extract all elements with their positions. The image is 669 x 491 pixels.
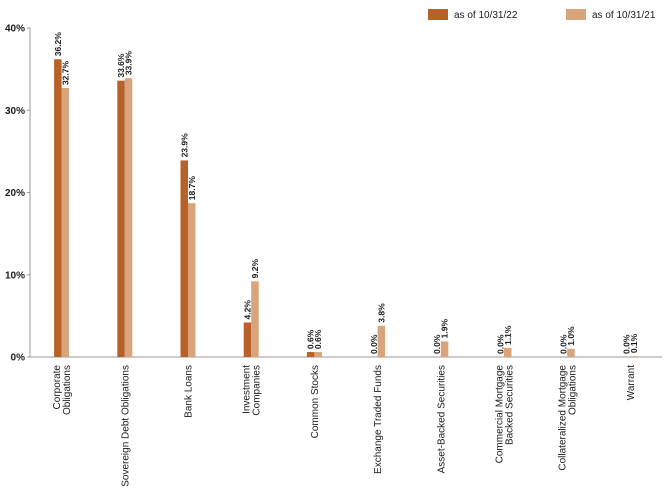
bar-series-1 (117, 80, 125, 357)
bar-series-2 (630, 356, 638, 357)
data-label: 4.2% (242, 300, 252, 320)
bar-series-2 (188, 203, 196, 357)
bar-series-2 (61, 88, 70, 357)
data-label: 0.0% (558, 334, 568, 354)
data-label: 36.2% (53, 32, 63, 57)
data-label: 33.9% (124, 51, 134, 76)
y-tick-label: 40% (5, 24, 25, 35)
y-tick-label: 30% (5, 106, 25, 117)
data-label: 33.6% (116, 53, 126, 78)
data-label: 23.9% (179, 133, 189, 158)
y-tick-label: 10% (5, 270, 25, 281)
bar-series-2 (251, 281, 259, 357)
legend-swatch-series-1 (428, 9, 448, 20)
data-label: 18.7% (187, 176, 197, 201)
data-label: 0.0% (369, 334, 379, 354)
x-category-label: Common Stocks (310, 365, 321, 438)
x-axis-labels: Corporate Obligations Sovereign Debt Oblig… (52, 365, 637, 487)
bars (54, 59, 638, 358)
x-category-label: Bank Loans (184, 365, 195, 418)
data-label: 0.6% (306, 329, 316, 349)
bar-series-1 (54, 59, 62, 357)
x-category-label: Sovereign Debt Obligations (120, 365, 131, 487)
legend-label-series-1: as of 10/31/22 (454, 10, 518, 21)
bar-series-2 (504, 347, 512, 357)
x-category-label: Backed Securities (505, 365, 516, 445)
bar-series-2 (314, 352, 322, 357)
x-category-label: Corporate (52, 365, 63, 410)
legend-label-series-2: as of 10/31/21 (592, 10, 656, 21)
data-label: 0.1% (629, 333, 639, 353)
data-label: 32.7% (60, 60, 70, 85)
legend-swatch-series-2 (566, 9, 586, 20)
y-axis: 0% 10% 20% 30% 40% (5, 24, 662, 364)
bar-series-2 (567, 348, 575, 357)
data-label: 1.0% (566, 326, 576, 346)
data-label: 0.0% (495, 334, 505, 354)
data-labels: 36.2% 32.7% 33.6%33.9% 23.9% 18.7% 4.2% 9.2% 0.… (53, 32, 639, 354)
x-category-label: Collateralized Mortgage (558, 365, 569, 471)
bar-series-2 (124, 78, 133, 358)
x-category-label: Investment (242, 365, 253, 414)
bar-series-2 (440, 341, 449, 357)
x-category-label: Warrant (626, 365, 637, 400)
bar-series-1 (180, 160, 188, 357)
data-label: 0.0% (622, 334, 632, 354)
x-category-label: Asset-Backed Securities (436, 365, 447, 473)
bar-series-1 (243, 322, 252, 357)
x-category-label: Obligations (62, 365, 73, 415)
data-label: 3.8% (376, 303, 386, 323)
y-tick-label: 0% (11, 353, 26, 364)
data-label: 0.6% (313, 329, 323, 349)
x-category-label: Commercial Mortgage (495, 365, 506, 464)
x-category-label: Obligations (568, 365, 579, 415)
data-label: 0.0% (432, 334, 442, 354)
bar-series-2 (377, 325, 386, 357)
data-label: 9.2% (250, 259, 260, 279)
y-tick-label: 20% (5, 188, 25, 199)
bar-series-1 (306, 352, 315, 357)
x-category-label: Exchange Traded Funds (373, 365, 384, 474)
legend: as of 10/31/22 as of 10/31/21 (428, 9, 656, 21)
x-category-label: Companies (252, 365, 263, 416)
data-label: 1.9% (440, 319, 450, 339)
data-label: 1.1% (503, 325, 513, 345)
